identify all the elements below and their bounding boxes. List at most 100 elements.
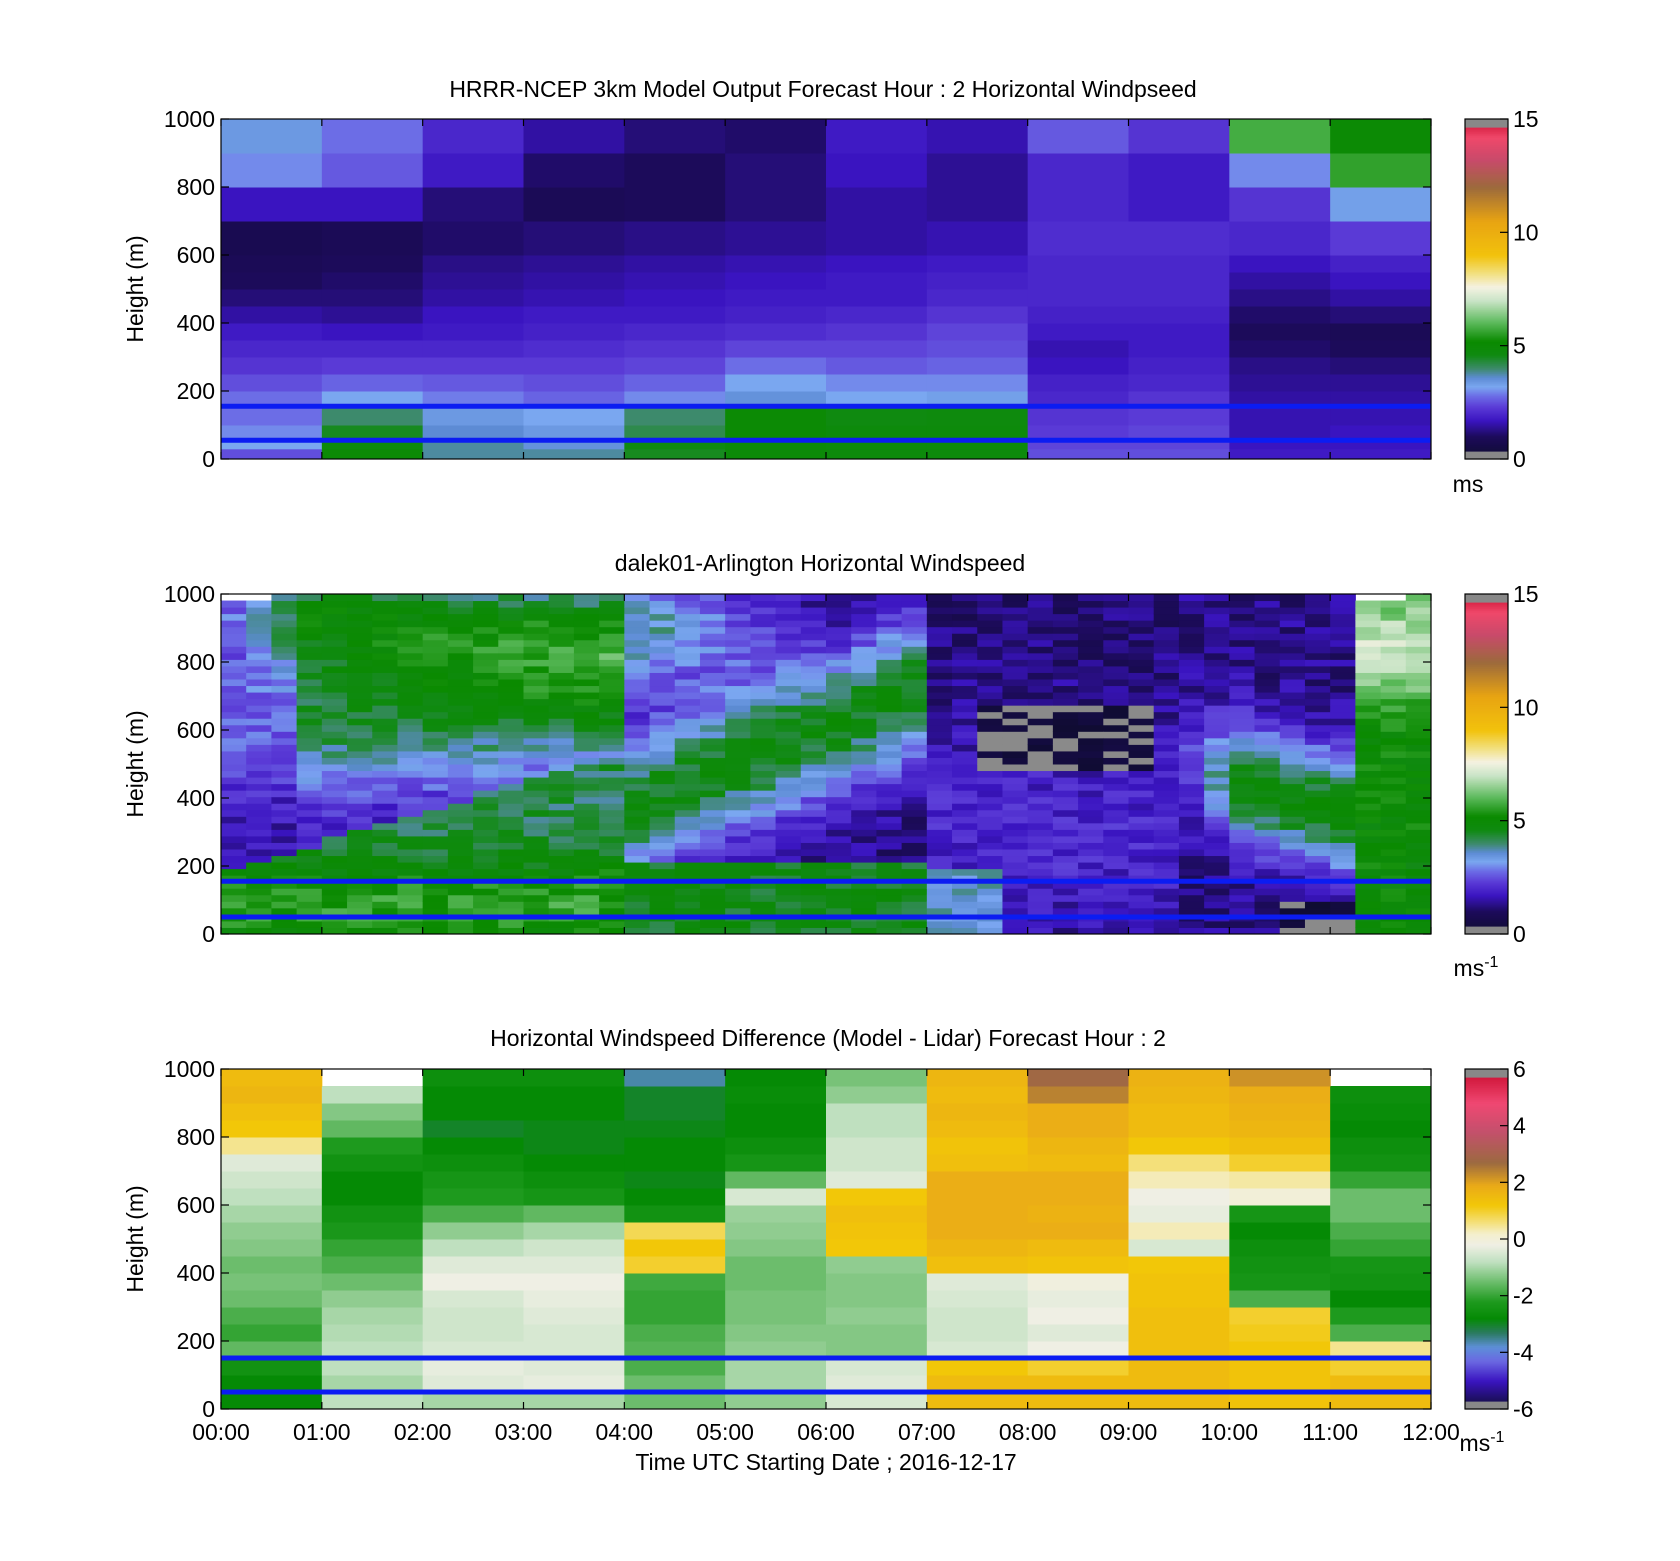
panel-title: dalek01-Arlington Horizontal Windspeed	[615, 550, 1025, 576]
heatmap-cell	[473, 698, 499, 706]
heatmap-cell	[1128, 448, 1230, 460]
heatmap-cell	[321, 724, 348, 732]
heatmap-cell	[725, 803, 751, 811]
heatmap-cell	[1052, 888, 1079, 896]
heatmap-cell	[1380, 639, 1407, 647]
colorbar-segment	[1465, 421, 1508, 424]
heatmap-cell	[422, 448, 524, 460]
heatmap-cell	[1380, 724, 1407, 732]
colorbar-segment	[1465, 726, 1508, 729]
heatmap-cell	[1254, 803, 1281, 811]
heatmap-cell	[447, 881, 474, 889]
heatmap-cell	[1027, 306, 1129, 324]
heatmap-cell	[674, 665, 701, 673]
colorbar-segment	[1465, 704, 1508, 707]
heatmap-cell	[573, 718, 600, 726]
colorbar-segment	[1465, 776, 1508, 779]
colorbar-segment	[1465, 1295, 1508, 1298]
colorbar-segment	[1465, 429, 1508, 432]
heatmap-cell	[523, 1188, 625, 1206]
heatmap-cell	[952, 639, 978, 647]
heatmap-cell	[1229, 718, 1256, 726]
heatmap-cell	[271, 620, 298, 628]
colorbar-segment	[1465, 287, 1508, 290]
heatmap-cell	[876, 764, 903, 772]
heatmap-cell	[1304, 842, 1331, 850]
heatmap-cell	[347, 646, 373, 654]
heatmap-cell	[473, 737, 499, 745]
heatmap-cell	[876, 868, 903, 876]
heatmap-cell	[321, 119, 424, 154]
heatmap-cell	[1204, 639, 1230, 647]
heatmap-cell	[977, 875, 1003, 883]
colorbar-segment	[1465, 732, 1508, 735]
colorbar-segment	[1465, 650, 1508, 653]
heatmap-cell	[221, 600, 247, 608]
heatmap-cell	[674, 881, 701, 889]
colorbar-segment	[1465, 1293, 1508, 1296]
heatmap-cell	[422, 607, 449, 615]
heatmap-cell	[1002, 770, 1029, 778]
heatmap-cell	[624, 1290, 726, 1308]
heatmap-cell	[321, 881, 348, 889]
colorbar-segment	[1465, 820, 1508, 823]
heatmap-cell	[1052, 764, 1079, 772]
heatmap-cell	[1405, 842, 1432, 850]
heatmap-cell	[750, 639, 777, 647]
heatmap-cell	[1078, 607, 1104, 615]
heatmap-cell	[624, 744, 651, 752]
heatmap-cell	[1027, 340, 1129, 358]
heatmap-cell	[1078, 646, 1104, 654]
heatmap-cell	[1027, 1290, 1129, 1308]
colorbar-segment	[1465, 327, 1508, 330]
heatmap-cell	[826, 153, 928, 188]
heatmap-cell	[1153, 731, 1180, 739]
heatmap-cell	[372, 685, 398, 693]
heatmap-cell	[573, 822, 600, 830]
heatmap-cell	[624, 907, 651, 915]
heatmap-cell	[1128, 613, 1155, 621]
colorbar-segment	[1465, 1173, 1508, 1176]
heatmap-cell	[347, 613, 373, 621]
heatmap-cell	[1027, 323, 1129, 341]
heatmap-cell	[800, 744, 827, 752]
heatmap-cell	[926, 1324, 1029, 1342]
heatmap-cell	[372, 672, 398, 680]
heatmap-cell	[826, 600, 852, 608]
heatmap-cell	[321, 685, 348, 693]
heatmap-cell	[1002, 855, 1029, 863]
heatmap-cell	[952, 633, 978, 641]
heatmap-cell	[674, 907, 701, 915]
colorbar-segment	[1465, 1333, 1508, 1336]
heatmap-cell	[321, 187, 424, 222]
heatmap-cell	[372, 829, 398, 837]
heatmap-cell	[1355, 679, 1382, 687]
heatmap-cell	[321, 692, 348, 700]
heatmap-cell	[826, 221, 928, 256]
heatmap-cell	[624, 620, 651, 628]
colorbar-segment	[1465, 612, 1508, 615]
heatmap-cell	[1178, 659, 1205, 667]
colorbar-segment	[1465, 227, 1508, 230]
heatmap-cell	[1229, 425, 1331, 441]
colorbar-segment	[1465, 904, 1508, 907]
heatmap-cell	[321, 665, 348, 673]
heatmap-cell	[977, 777, 1003, 785]
heatmap-cell	[876, 731, 903, 739]
heatmap-cell	[901, 835, 928, 843]
colorbar-segment	[1465, 928, 1508, 931]
heatmap-cell	[725, 1171, 827, 1189]
heatmap-cell	[1052, 750, 1079, 758]
heatmap-cell	[1002, 685, 1029, 693]
colorbar-segment	[1465, 1351, 1508, 1354]
heatmap-cell	[271, 901, 298, 909]
heatmap-cell	[599, 881, 625, 889]
heatmap-cell	[1279, 750, 1306, 758]
heatmap-cell	[246, 672, 272, 680]
heatmap-cell	[926, 1069, 1029, 1087]
heatmap-cell	[599, 659, 625, 667]
heatmap-cell	[473, 770, 499, 778]
heatmap-cell	[498, 920, 524, 928]
colorbar-segment	[1465, 1217, 1508, 1220]
colorbar-segment	[1465, 844, 1508, 847]
